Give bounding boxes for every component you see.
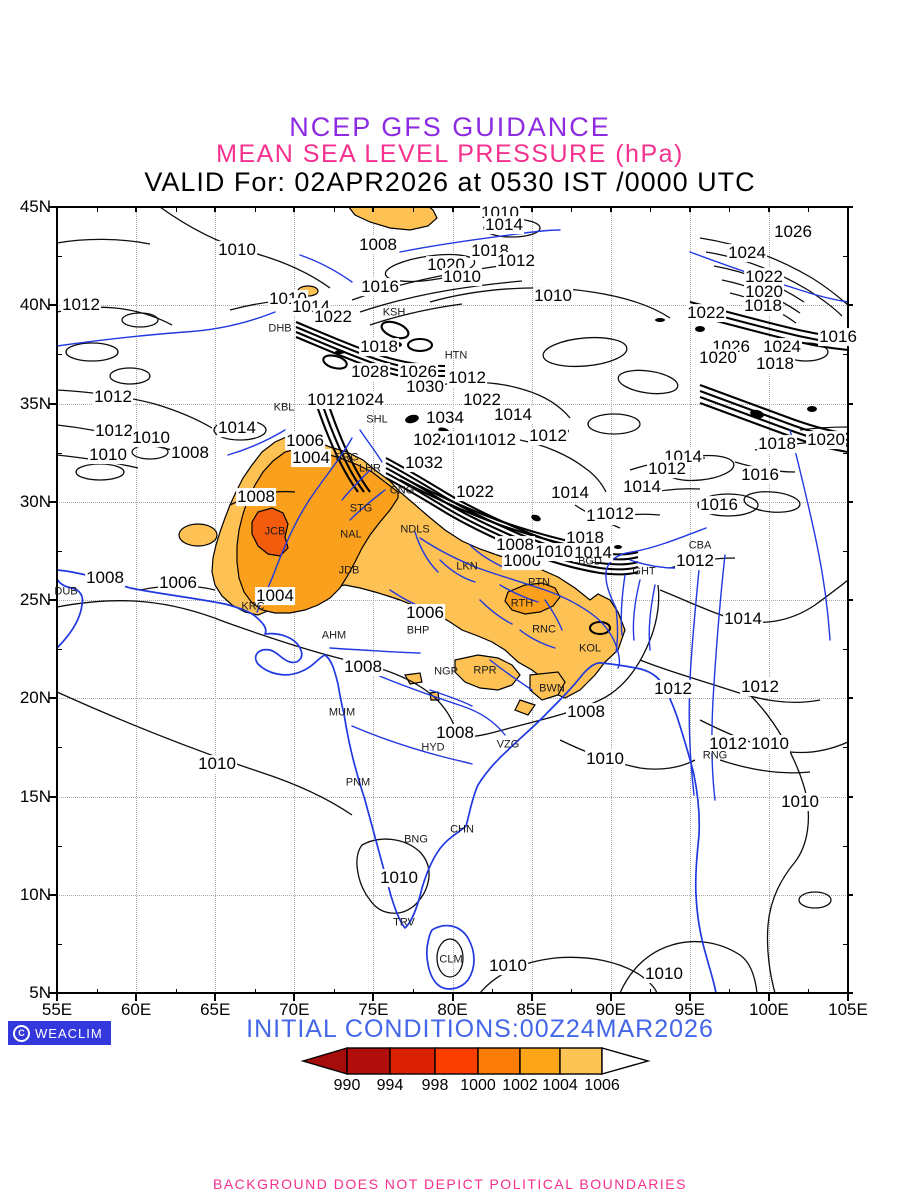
colorbar-right-arrow [601,1047,651,1075]
colorbar-segment [477,1047,521,1075]
fill-patch-thar-west [178,523,218,547]
colorbar-left-arrow [300,1047,348,1075]
fill-patch-ngp1 [404,672,423,685]
colorbar-segment [346,1047,391,1075]
fill-1002-jacobabad-blob [251,507,289,557]
disclaimer-line: BACKGROUND DOES NOT DEPICT POLITICAL BOU… [213,1176,687,1192]
colorbar [300,1047,651,1075]
weaclim-logo: C WEACLIM [8,1021,111,1045]
logo-text: WEACLIM [35,1025,103,1041]
low-pressure-fill-regions [178,207,626,716]
fill-patch-small-nw [297,285,319,297]
fill-patch-bwn1 [529,671,566,701]
fill-patch-raipur [454,654,521,691]
fill-1004-region [236,447,399,614]
valid-time-line: VALID For: 02APR2026 at 0530 IST /0000 U… [144,167,756,197]
colorbar-segment [519,1047,561,1075]
dense-mountain-contours [294,300,848,636]
copyright-icon: C [13,1024,30,1042]
initial-conditions-line: INITIAL CONDITIONS:00Z24MAR2026 [246,1015,714,1043]
page-title: NCEP GFS GUIDANCE [289,112,611,142]
fill-patch-tianshan [348,207,438,231]
colorbar-segment [559,1047,603,1075]
page-subtitle: MEAN SEA LEVEL PRESSURE (hPa) [216,140,684,168]
fill-patch-bwn2 [514,699,536,716]
colorbar-segment [389,1047,436,1075]
colorbar-segment [434,1047,479,1075]
